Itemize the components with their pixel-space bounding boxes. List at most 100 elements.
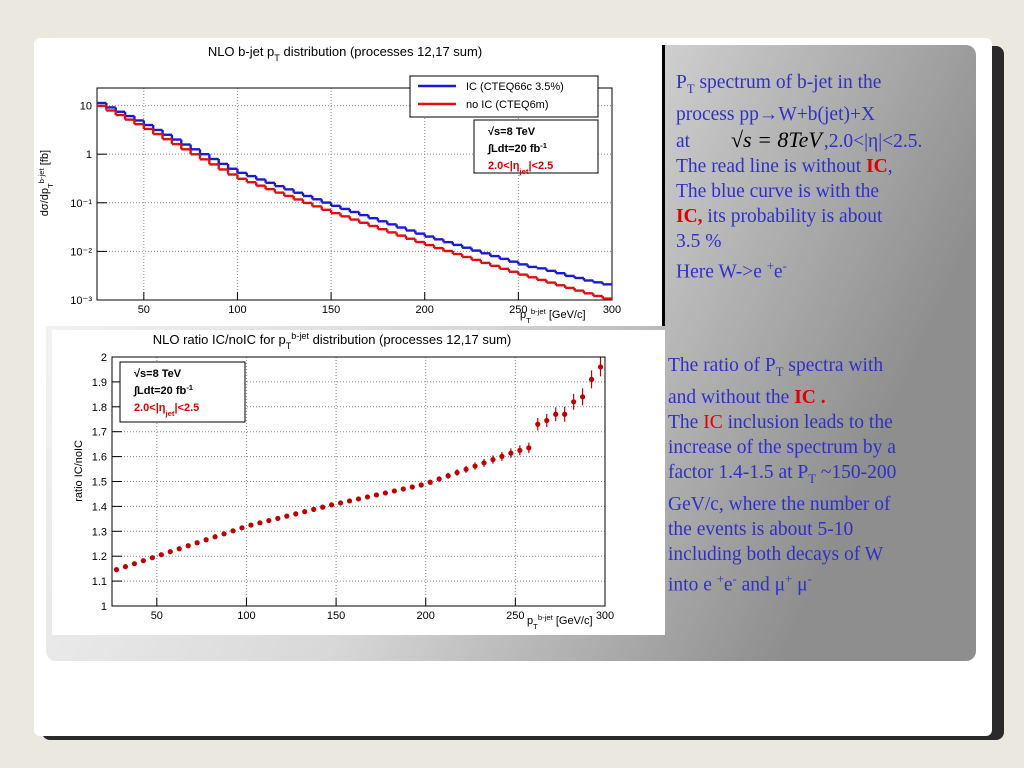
text-part: [GeV/c] bbox=[546, 309, 586, 321]
text-part: T bbox=[526, 316, 531, 325]
annotation-text: √s=8 TeV bbox=[134, 368, 182, 380]
text-line: IC, its probability is about bbox=[676, 204, 922, 229]
text-part: T bbox=[808, 471, 816, 486]
y-tick-label: 10⁻² bbox=[70, 246, 92, 258]
text-part: - bbox=[807, 571, 812, 586]
text-part: process pp→W+b(jet)+X bbox=[676, 103, 876, 125]
data-point bbox=[481, 460, 487, 466]
data-point bbox=[212, 534, 218, 540]
text-line: at √s = 8TeV ,2.0<|η|<2.5. bbox=[676, 127, 922, 154]
text-line: and without the IC . bbox=[668, 385, 896, 410]
text-part: Here W->e bbox=[676, 261, 767, 283]
text-part: its probability is about bbox=[702, 205, 883, 227]
data-point bbox=[571, 399, 577, 405]
data-point bbox=[409, 484, 415, 490]
text-line: The ratio of PT spectra with bbox=[668, 353, 896, 385]
y-tick-label: 1 bbox=[101, 601, 107, 613]
data-point bbox=[373, 492, 380, 498]
text-part: The blue curve is with the bbox=[676, 180, 880, 202]
data-point bbox=[302, 509, 308, 515]
text-part: IC bbox=[866, 155, 888, 177]
text-part: T bbox=[775, 364, 784, 379]
data-point bbox=[149, 555, 155, 561]
text-line: increase of the spectrum by a bbox=[668, 435, 896, 460]
text-part: √s = 8TeV bbox=[730, 126, 822, 152]
data-point bbox=[535, 421, 541, 427]
chart-title: NLO b-jet pT distribution (processes 12,… bbox=[208, 44, 482, 63]
data-point bbox=[230, 528, 236, 534]
text-part: IC . bbox=[794, 386, 826, 408]
x-tick-label: 200 bbox=[416, 304, 434, 316]
data-point bbox=[194, 540, 200, 546]
text-part: inclusion leads to the bbox=[722, 411, 893, 433]
x-tick-label: 150 bbox=[322, 304, 340, 316]
text-part: jet bbox=[519, 167, 529, 176]
data-point bbox=[266, 517, 272, 524]
data-point bbox=[400, 486, 406, 492]
data-point bbox=[445, 473, 451, 479]
y-tick-label: 1 bbox=[86, 149, 92, 161]
y-tick-label: 10 bbox=[80, 101, 92, 113]
data-point bbox=[140, 558, 146, 564]
text-part: T bbox=[286, 341, 292, 351]
text-part: IC, bbox=[676, 205, 703, 227]
legend-label: no IC (CTEQ6m) bbox=[466, 99, 549, 111]
text-part: - bbox=[782, 258, 787, 273]
y-tick-label: 1.4 bbox=[92, 501, 107, 513]
data-point bbox=[382, 490, 388, 496]
text-line: The blue curve is with the bbox=[676, 179, 922, 204]
text-part: + bbox=[785, 571, 793, 586]
x-tick-label: 250 bbox=[506, 610, 524, 622]
data-point bbox=[454, 469, 460, 476]
text-part: 2.0<|η bbox=[134, 402, 166, 414]
annotation-text: 2.0<|ηjet|<2.5 bbox=[134, 402, 199, 418]
text-part: 3.5 % bbox=[676, 230, 722, 252]
text-line: process pp→W+b(jet)+X bbox=[676, 102, 922, 127]
data-point bbox=[472, 463, 478, 469]
text-line: 3.5 % bbox=[676, 229, 922, 254]
text-part: μ bbox=[792, 574, 808, 596]
text-part: spectra with bbox=[783, 355, 884, 376]
text-line: the events is about 5-10 bbox=[668, 517, 896, 542]
data-point bbox=[562, 411, 568, 417]
y-tick-label: 10⁻³ bbox=[70, 295, 92, 307]
text-part: and without the bbox=[668, 386, 795, 408]
text-part: e bbox=[773, 261, 783, 283]
x-axis-label: pTb-jet [GeV/c] bbox=[520, 307, 586, 325]
text-part: IC bbox=[703, 411, 723, 433]
text-part: ,2.0<|η|<2.5. bbox=[823, 130, 923, 152]
x-tick-label: 250 bbox=[509, 304, 527, 316]
text-part: e bbox=[723, 574, 733, 596]
text-part: - bbox=[732, 571, 737, 586]
y-tick-label: 1.9 bbox=[92, 377, 107, 389]
text-part: distribution (processes 12,17 sum) bbox=[309, 332, 511, 347]
text-part: |<2.5 bbox=[529, 160, 554, 172]
text-block: PT spectrum of b-jet in the process pp→W+… bbox=[676, 70, 922, 284]
text-part: T bbox=[686, 81, 695, 96]
data-point bbox=[320, 504, 326, 510]
text-part: and μ bbox=[736, 574, 786, 596]
text-part: ∫Ldt=20 fb bbox=[487, 143, 540, 155]
plot-frame bbox=[111, 356, 606, 607]
text-part: ~150-200 bbox=[816, 461, 897, 483]
text-part: √s=8 TeV bbox=[134, 368, 182, 380]
data-point bbox=[490, 456, 496, 463]
annotation-box bbox=[473, 119, 599, 174]
data-point bbox=[355, 496, 362, 502]
text-part: dσ/dp bbox=[39, 188, 51, 216]
x-tick-label: 200 bbox=[417, 610, 435, 622]
data-point bbox=[158, 552, 164, 558]
text-line: into e +e- and μ+ μ- bbox=[668, 567, 896, 598]
x-axis-label: pTb-jet [GeV/c] bbox=[527, 613, 593, 631]
y-tick-label: 1.8 bbox=[92, 402, 107, 414]
text-part: ∫Ldt=20 fb bbox=[133, 385, 186, 397]
data-point bbox=[248, 522, 254, 528]
data-point bbox=[418, 482, 424, 488]
data-point bbox=[311, 506, 317, 512]
data-point bbox=[131, 561, 138, 567]
data-point bbox=[553, 411, 559, 417]
text-part: p bbox=[520, 309, 526, 321]
annotation-text: ∫Ldt=20 fb-1 bbox=[487, 141, 548, 156]
text-part: spectrum of b-jet in the bbox=[694, 72, 882, 93]
annotation-text: √s=8 TeV bbox=[488, 126, 536, 138]
